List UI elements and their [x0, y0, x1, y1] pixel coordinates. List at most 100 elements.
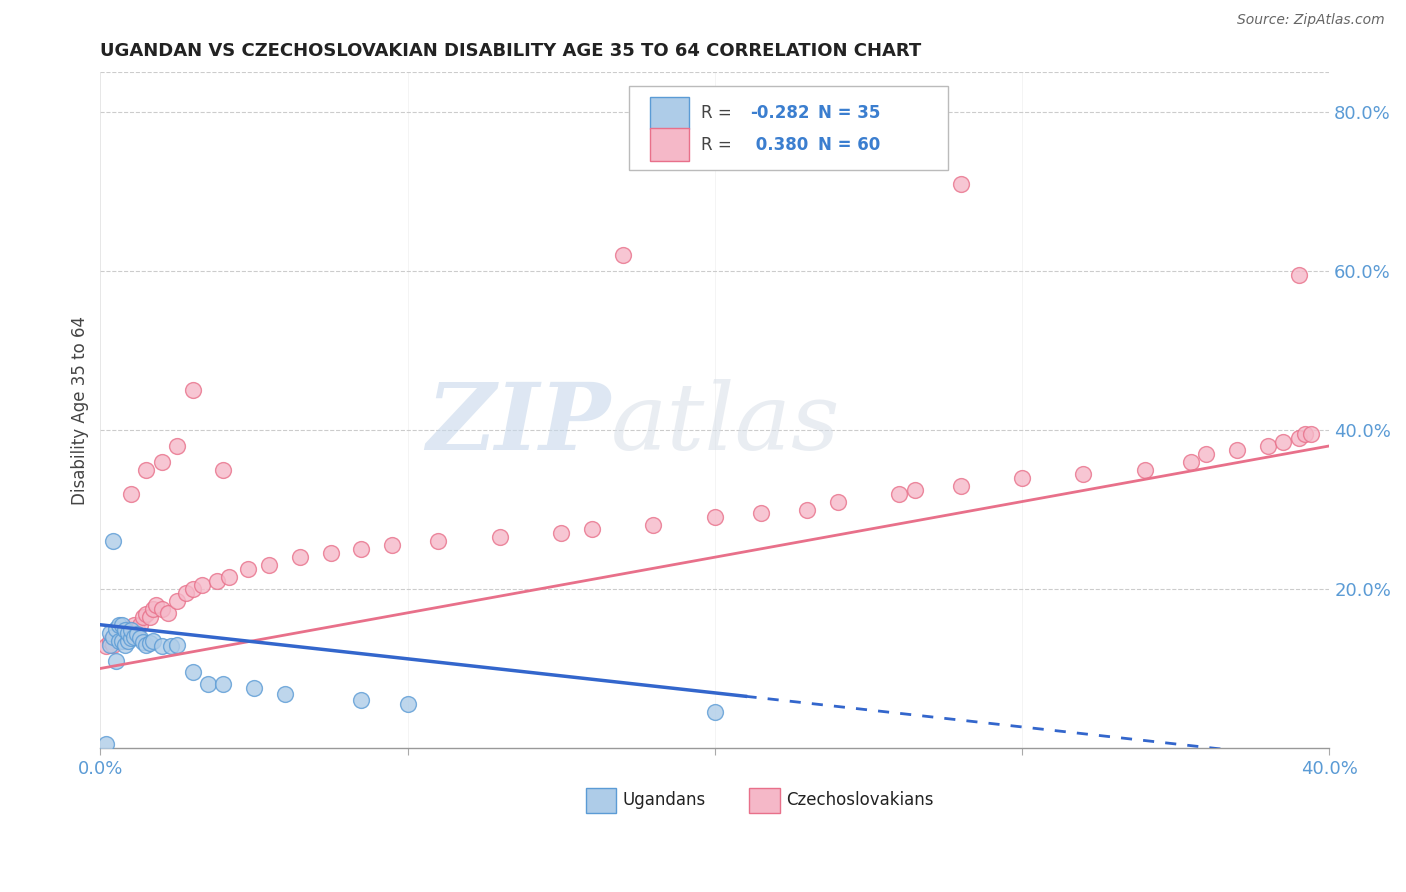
Text: R =: R =: [702, 104, 737, 122]
Point: [949, 478, 972, 492]
Point: [1180, 455, 1202, 469]
Point: [550, 526, 572, 541]
Point: [122, 630, 145, 644]
FancyBboxPatch shape: [650, 128, 689, 161]
Point: [120, 632, 142, 646]
Point: [1133, 463, 1156, 477]
Point: [827, 494, 849, 508]
Point: [166, 439, 188, 453]
Text: R =: R =: [702, 136, 737, 153]
Point: [156, 606, 179, 620]
Point: [1288, 268, 1310, 282]
Text: 0.380: 0.380: [751, 136, 808, 153]
Point: [145, 598, 167, 612]
Point: [488, 530, 510, 544]
Point: [122, 617, 145, 632]
Point: [703, 510, 725, 524]
Point: [181, 582, 204, 596]
FancyBboxPatch shape: [749, 788, 780, 814]
Point: [350, 542, 373, 557]
Point: [127, 622, 149, 636]
Text: -0.282: -0.282: [751, 104, 810, 122]
Point: [243, 681, 266, 696]
Point: [259, 558, 281, 573]
Point: [612, 248, 634, 262]
Point: [111, 633, 134, 648]
Point: [703, 705, 725, 719]
Point: [1272, 434, 1295, 449]
Point: [127, 627, 149, 641]
Point: [212, 463, 235, 477]
FancyBboxPatch shape: [586, 788, 616, 814]
Point: [166, 638, 188, 652]
Point: [101, 630, 124, 644]
Point: [138, 609, 160, 624]
Point: [903, 483, 925, 497]
Text: atlas: atlas: [610, 379, 839, 468]
Point: [181, 665, 204, 680]
Point: [1073, 467, 1095, 481]
Point: [129, 632, 152, 646]
Point: [142, 633, 165, 648]
Point: [120, 486, 142, 500]
Point: [1226, 442, 1249, 457]
Point: [1299, 427, 1322, 442]
Point: [117, 625, 139, 640]
Text: Czechoslovakians: Czechoslovakians: [786, 791, 934, 809]
Point: [96, 639, 118, 653]
Point: [166, 594, 188, 608]
Point: [1257, 439, 1279, 453]
Point: [160, 639, 183, 653]
Point: [107, 625, 129, 640]
Point: [381, 538, 404, 552]
Point: [150, 602, 173, 616]
Point: [176, 586, 198, 600]
Point: [104, 630, 127, 644]
Point: [114, 630, 136, 644]
Point: [117, 622, 139, 636]
Text: UGANDAN VS CZECHOSLOVAKIAN DISABILITY AGE 35 TO 64 CORRELATION CHART: UGANDAN VS CZECHOSLOVAKIAN DISABILITY AG…: [100, 42, 921, 60]
Point: [104, 622, 127, 636]
Point: [98, 633, 121, 648]
Point: [111, 633, 134, 648]
Point: [120, 624, 142, 638]
Point: [135, 463, 157, 477]
Point: [190, 578, 212, 592]
Point: [796, 502, 818, 516]
Point: [101, 638, 124, 652]
FancyBboxPatch shape: [628, 86, 948, 170]
Point: [288, 550, 311, 565]
Point: [949, 177, 972, 191]
Point: [132, 609, 155, 624]
Point: [350, 693, 373, 707]
Point: [236, 562, 259, 576]
Point: [111, 617, 134, 632]
Point: [107, 617, 129, 632]
Point: [135, 607, 157, 622]
Point: [643, 518, 665, 533]
Point: [104, 653, 127, 667]
Point: [98, 638, 121, 652]
Point: [114, 624, 136, 638]
Point: [218, 570, 240, 584]
Point: [142, 602, 165, 616]
Point: [107, 633, 129, 648]
Point: [319, 546, 342, 560]
Point: [181, 384, 204, 398]
Point: [129, 617, 152, 632]
Point: [1288, 431, 1310, 445]
Point: [205, 574, 228, 588]
Point: [135, 638, 157, 652]
Text: N = 60: N = 60: [818, 136, 880, 153]
Point: [150, 455, 173, 469]
FancyBboxPatch shape: [650, 96, 689, 129]
Text: ZIP: ZIP: [426, 379, 610, 468]
Point: [138, 636, 160, 650]
Point: [581, 522, 603, 536]
Point: [197, 677, 219, 691]
Point: [1294, 427, 1316, 442]
Point: [98, 625, 121, 640]
Point: [396, 697, 419, 711]
Point: [114, 638, 136, 652]
Point: [117, 633, 139, 648]
